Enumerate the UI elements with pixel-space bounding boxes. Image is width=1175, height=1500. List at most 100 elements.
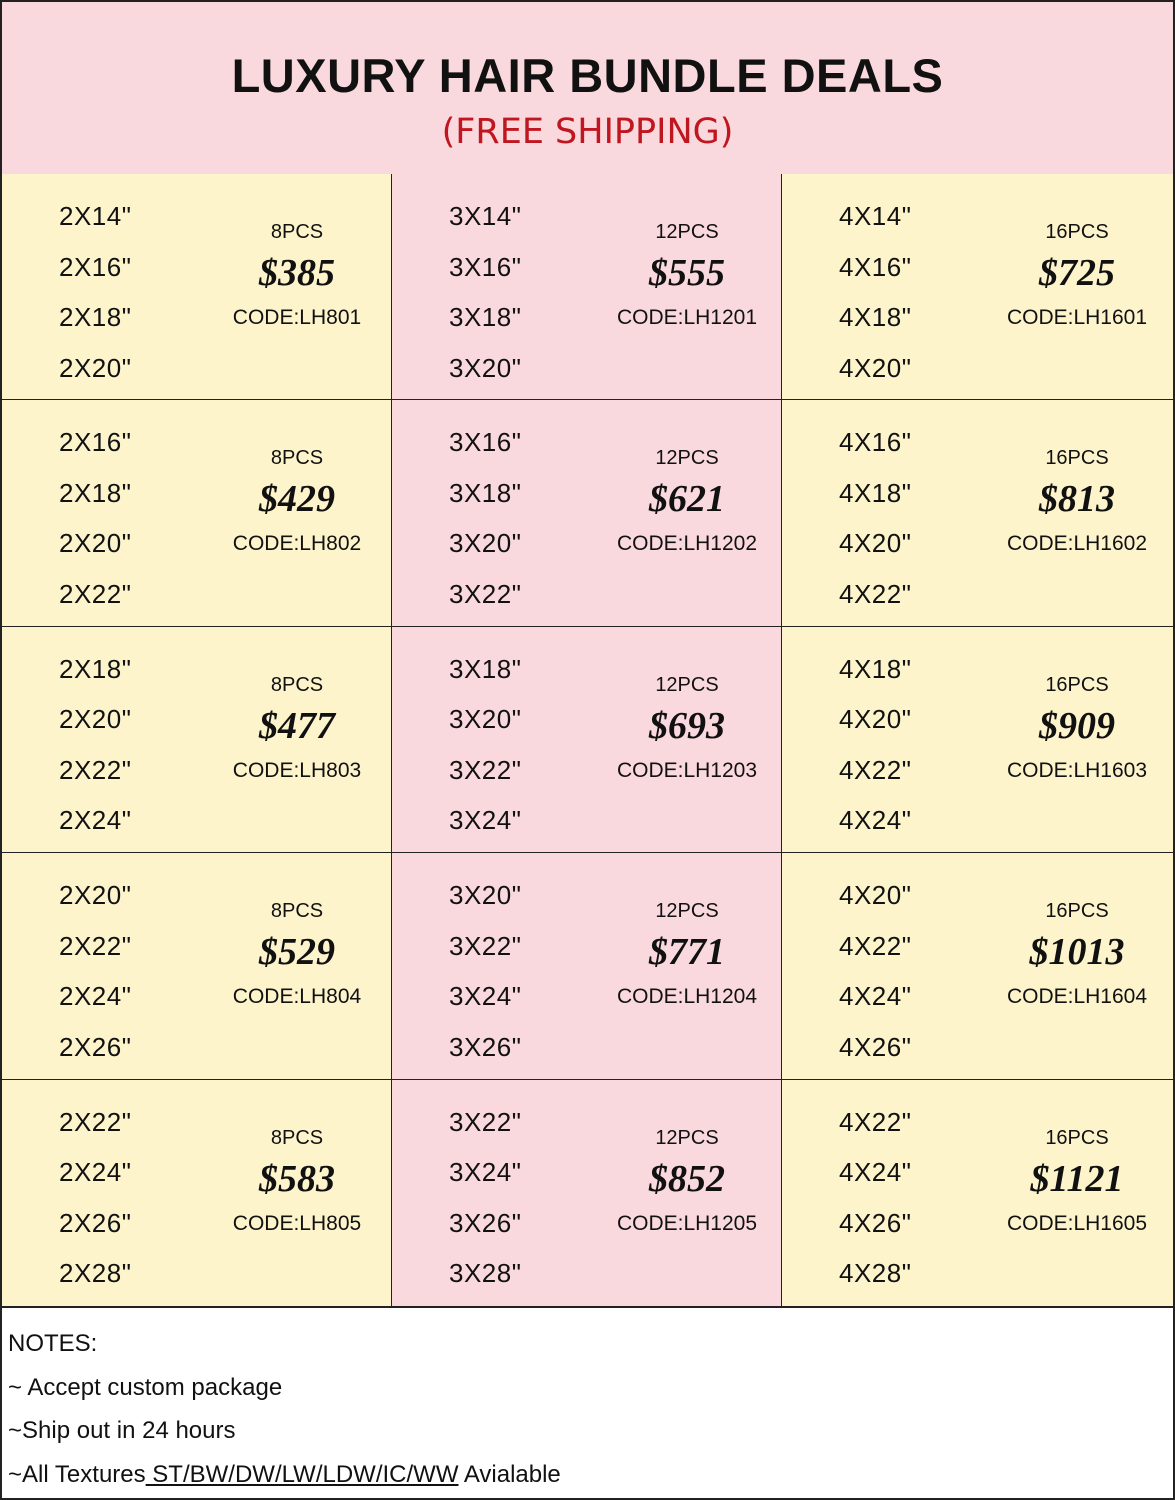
deal-cell: 2X20" 2X22" 2X24" 2X26" 8PCS $529 CODE:LH804 <box>2 853 392 1080</box>
piece-count: 8PCS <box>270 1126 324 1149</box>
lengths-list: 3X16" 3X18" 3X20" 3X22" <box>449 424 521 626</box>
price: $725 <box>1039 252 1115 294</box>
bundle-length: 2X22" <box>59 754 132 785</box>
bundle-length: 3X16" <box>449 251 522 282</box>
price-grid: 2X14" 2X16" 2X18" 2X20" 8PCS $385 CODE:LH801 3X… <box>2 174 1173 1308</box>
notes-heading: NOTES: <box>8 1330 98 1357</box>
price: $1121 <box>1030 1157 1124 1200</box>
bundle-length: 4X24" <box>839 981 912 1012</box>
page-title: LUXURY HAIR BUNDLE DEALS <box>231 49 944 102</box>
price: $385 <box>259 252 335 294</box>
bundle-length: 2X24" <box>59 805 132 836</box>
piece-count: 8PCS <box>270 900 324 923</box>
deal-code: CODE:LH1603 <box>1006 758 1148 782</box>
price: $477 <box>259 704 335 747</box>
price: $1013 <box>1029 931 1125 974</box>
piece-count: 12PCS <box>655 900 719 923</box>
bundle-length: 2X22" <box>59 1106 132 1137</box>
bundle-length: 3X24" <box>449 1157 522 1188</box>
bundle-length: 4X20" <box>839 528 912 559</box>
price: $529 <box>259 931 335 974</box>
deal-info: 12PCS $693 CODE:LH1203 <box>592 671 782 785</box>
lengths-list: 2X14" 2X16" 2X18" 2X20" <box>59 198 131 400</box>
bundle-length: 4X22" <box>839 1106 912 1137</box>
bundle-length: 2X18" <box>59 477 132 508</box>
bundle-length: 3X22" <box>449 1106 522 1137</box>
piece-count: 12PCS <box>655 673 719 696</box>
piece-count: 12PCS <box>655 221 719 243</box>
lengths-list: 2X18" 2X20" 2X22" 2X24" <box>59 651 131 853</box>
bundle-length: 4X18" <box>839 302 912 332</box>
bundle-length: 4X26" <box>839 1207 912 1238</box>
bundle-length: 4X20" <box>839 352 912 383</box>
bundle-length: 4X20" <box>839 880 912 911</box>
deal-code: CODE:LH804 <box>232 985 362 1009</box>
price: $771 <box>649 931 725 974</box>
bundle-length: 3X14" <box>449 201 522 231</box>
bundle-length: 2X26" <box>59 1031 132 1062</box>
price: $621 <box>649 478 725 521</box>
bundle-length: 3X20" <box>449 528 522 559</box>
deal-info: 16PCS $1013 CODE:LH1604 <box>982 897 1172 1011</box>
bundle-length: 2X20" <box>59 880 132 911</box>
bundle-length: 4X20" <box>839 704 912 735</box>
bundle-length: 3X16" <box>449 427 522 458</box>
bundle-length: 3X22" <box>449 930 522 961</box>
bundle-length: 3X20" <box>449 704 522 735</box>
bundle-length: 3X24" <box>449 981 522 1012</box>
deal-info: 12PCS $621 CODE:LH1202 <box>592 444 782 558</box>
price: $909 <box>1039 704 1115 747</box>
piece-count: 16PCS <box>1045 1126 1109 1149</box>
price: $555 <box>649 252 725 294</box>
price: $813 <box>1039 478 1115 521</box>
lengths-list: 4X22" 4X24" 4X26" 4X28" <box>839 1104 911 1306</box>
price: $852 <box>649 1157 725 1200</box>
deal-cell: 3X22" 3X24" 3X26" 3X28" 12PCS $852 CODE:LH1205 <box>392 1079 782 1306</box>
bundle-length: 4X22" <box>839 754 912 785</box>
bundle-length: 4X28" <box>839 1258 912 1289</box>
bundle-length: 4X14" <box>839 201 912 231</box>
deal-code: CODE:LH1202 <box>616 532 758 556</box>
deal-info: 12PCS $555 CODE:LH1201 <box>592 218 782 332</box>
bundle-length: 3X18" <box>449 477 522 508</box>
price: $693 <box>649 704 725 747</box>
deal-info: 16PCS $909 CODE:LH1603 <box>982 671 1172 785</box>
deal-cell: 4X22" 4X24" 4X26" 4X28" 16PCS $1121 CODE:LH160… <box>782 1079 1173 1306</box>
piece-count: 12PCS <box>655 447 719 470</box>
lengths-list: 2X16" 2X18" 2X20" 2X22" <box>59 424 131 626</box>
piece-count: 16PCS <box>1045 673 1109 696</box>
bundle-length: 3X26" <box>449 1031 522 1062</box>
lengths-list: 4X20" 4X22" 4X24" 4X26" <box>839 877 911 1079</box>
bundle-length: 4X16" <box>839 427 912 458</box>
subtitle: (FREE SHIPPING) <box>441 112 734 152</box>
bundle-length: 3X18" <box>449 653 522 684</box>
note-text: Avialable <box>458 1460 561 1488</box>
bundle-length: 3X24" <box>449 805 522 836</box>
deal-code: CODE:LH1602 <box>1006 532 1148 556</box>
bundle-length: 2X24" <box>59 1157 132 1188</box>
deal-cell: 3X18" 3X20" 3X22" 3X24" 12PCS $693 CODE:LH1203 <box>392 626 782 854</box>
bundle-length: 4X18" <box>839 653 912 684</box>
deal-code: CODE:LH1605 <box>1006 1211 1148 1235</box>
bundle-length: 2X28" <box>59 1258 132 1289</box>
deal-info: 12PCS $771 CODE:LH1204 <box>592 897 782 1011</box>
deal-code: CODE:LH1205 <box>616 1211 758 1235</box>
price: $583 <box>259 1157 335 1200</box>
deal-cell: 4X14" 4X16" 4X18" 4X20" 16PCS $725 CODE:LH1601 <box>782 174 1173 401</box>
deal-code: CODE:LH1201 <box>616 306 758 329</box>
piece-count: 8PCS <box>270 447 324 470</box>
lengths-list: 3X20" 3X22" 3X24" 3X26" <box>449 877 521 1079</box>
bundle-length: 3X28" <box>449 1258 522 1289</box>
bundle-length: 2X20" <box>59 704 132 735</box>
lengths-list: 3X22" 3X24" 3X26" 3X28" <box>449 1104 521 1306</box>
bundle-length: 3X20" <box>449 352 522 383</box>
lengths-list: 4X18" 4X20" 4X22" 4X24" <box>839 651 911 853</box>
lengths-list: 4X16" 4X18" 4X20" 4X22" <box>839 424 911 626</box>
bundle-length: 2X22" <box>59 930 132 961</box>
bundle-length: 2X16" <box>59 427 132 458</box>
bundle-length: 4X22" <box>839 930 912 961</box>
deal-info: 12PCS $852 CODE:LH1205 <box>592 1124 782 1238</box>
deal-code: CODE:LH801 <box>232 306 362 329</box>
bundle-length: 2X14" <box>59 201 132 231</box>
